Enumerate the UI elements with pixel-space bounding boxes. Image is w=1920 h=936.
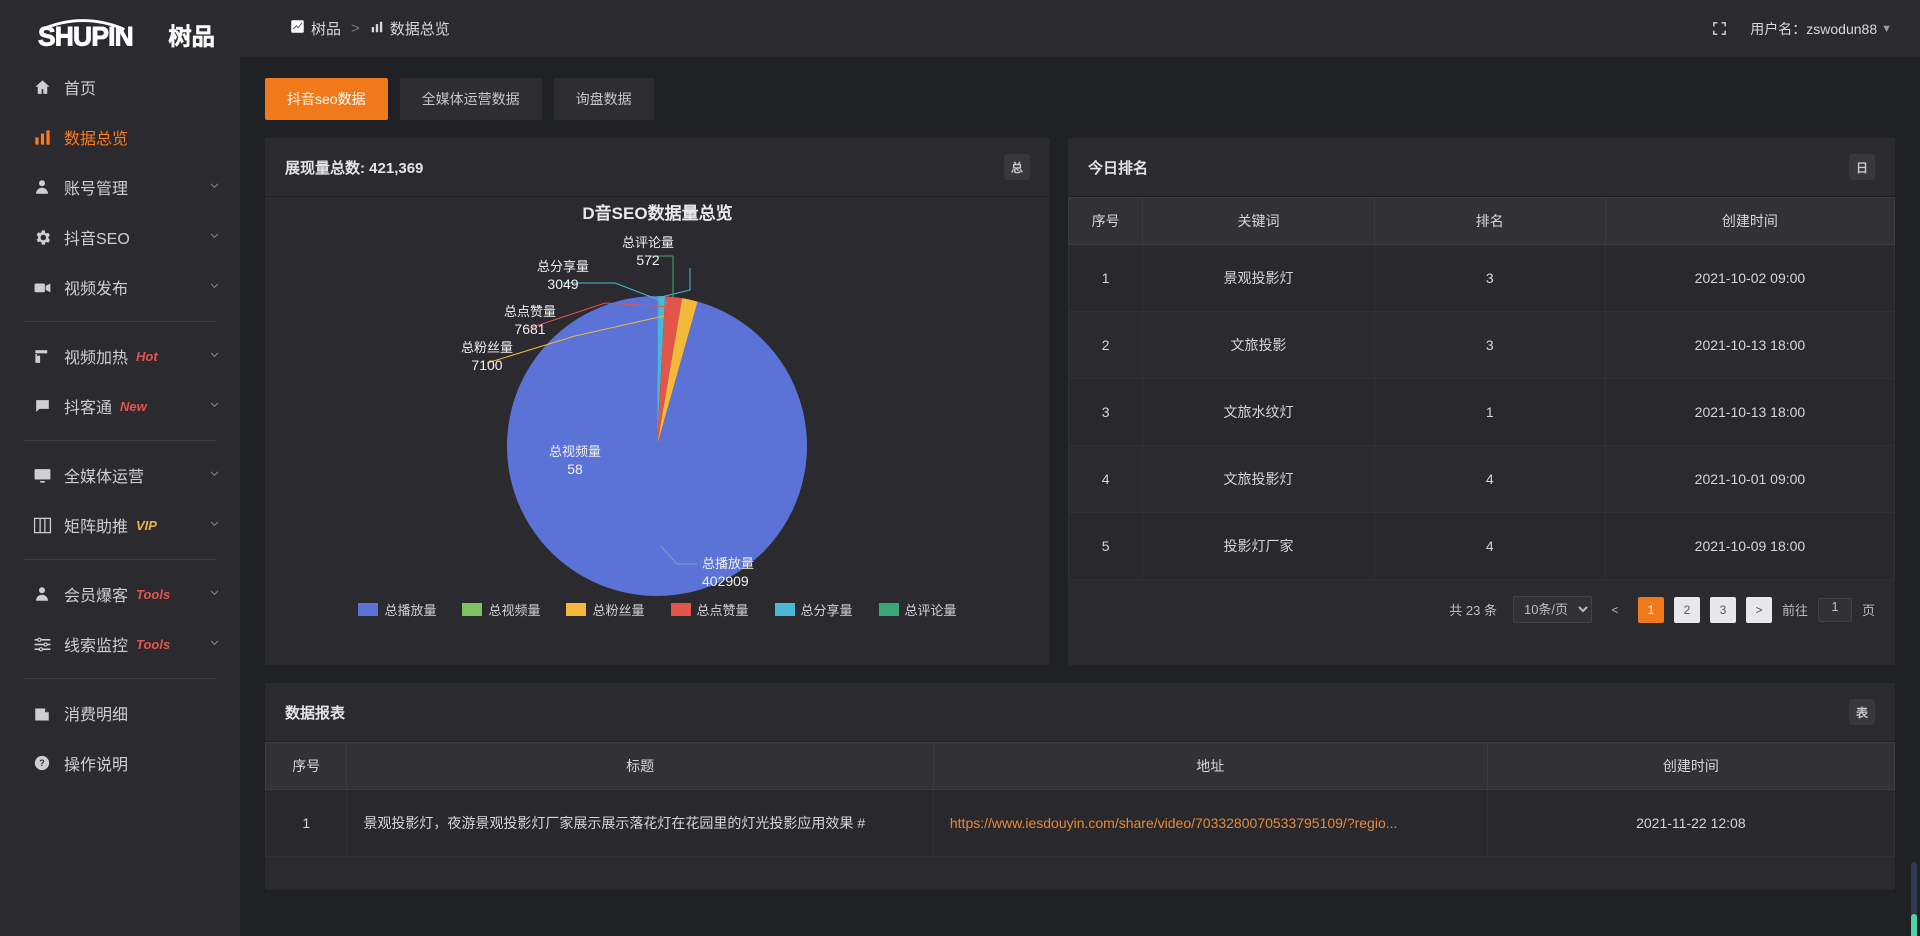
svg-text:总播放量: 总播放量: [702, 556, 754, 571]
svg-text:?: ?: [39, 758, 45, 768]
svg-text:402909: 402909: [702, 573, 749, 589]
svg-text:总分享量: 总分享量: [537, 259, 589, 274]
svg-text:树品: 树品: [168, 24, 214, 50]
svg-text:572: 572: [636, 252, 660, 268]
svg-text:总点赞量: 总点赞量: [504, 304, 556, 319]
svg-text:58: 58: [567, 461, 583, 477]
svg-text:7100: 7100: [471, 357, 502, 373]
svg-text:7681: 7681: [514, 321, 545, 337]
svg-text:总评论量: 总评论量: [622, 235, 674, 250]
svg-text:总粉丝量: 总粉丝量: [461, 340, 513, 355]
svg-text:总视频量: 总视频量: [549, 444, 601, 459]
svg-text:3049: 3049: [547, 276, 578, 292]
svg-text:SHUPIN: SHUPIN: [38, 21, 133, 51]
